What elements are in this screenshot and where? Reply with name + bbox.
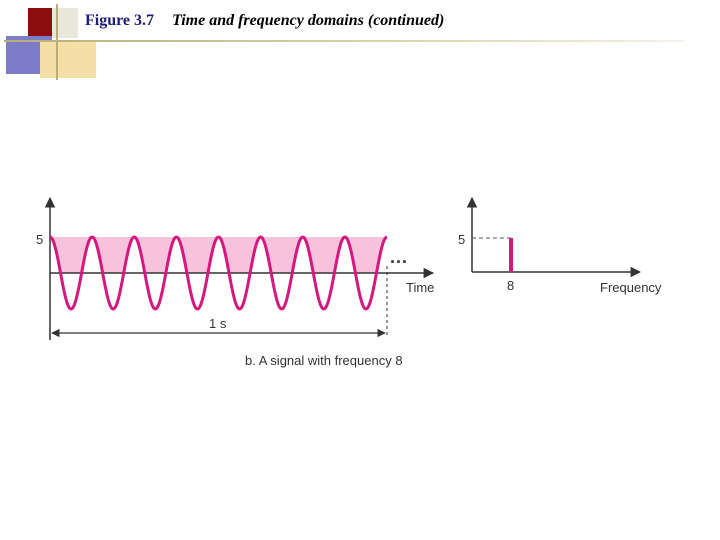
title-underline [4,40,684,42]
diagram-caption: b. A signal with frequency 8 [245,353,403,368]
sine-wave [49,235,388,311]
freq-bar-label: 8 [507,278,514,293]
ellipsis: ... [390,247,408,267]
figure-caption: Time and frequency domains (continued) [172,12,445,29]
duration-label: 1 s [209,316,227,331]
freq-axis-label: Frequency [600,280,662,295]
slide-title: Figure 3.7 Time and frequency domains (co… [85,12,444,30]
decor-square-tan [40,42,96,78]
decor-square-red [28,8,54,38]
freq-y-tick-label: 5 [458,232,465,247]
frequency-domain-panel: 5 8 Frequency [458,196,662,295]
sine-positive-fill [50,237,387,273]
decor-vertical-line [56,4,58,80]
figure-label: Figure 3.7 [85,12,155,29]
time-axis-label: Time [406,280,434,295]
time-y-tick-label: 5 [36,232,43,247]
time-domain-panel: 5 ... Time 1 s [36,196,434,340]
